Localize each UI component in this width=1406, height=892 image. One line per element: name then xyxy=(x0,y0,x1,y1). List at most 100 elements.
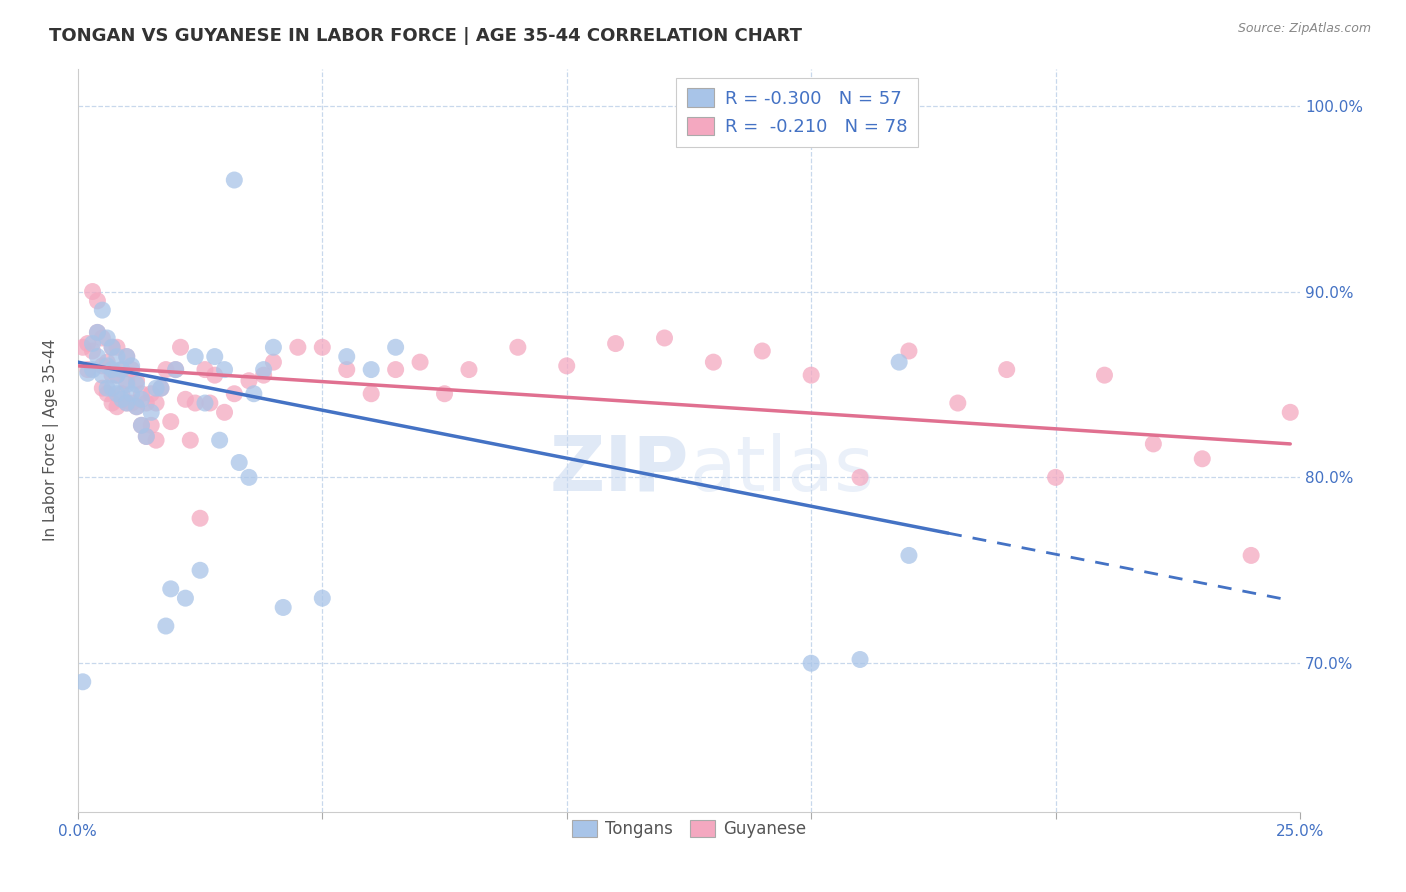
Point xyxy=(105,350,128,364)
Point xyxy=(76,336,98,351)
Point xyxy=(101,340,124,354)
Point xyxy=(135,429,157,443)
Point xyxy=(702,355,724,369)
Point xyxy=(149,381,172,395)
Point xyxy=(101,381,124,395)
Point xyxy=(198,396,221,410)
Point xyxy=(336,350,359,364)
Y-axis label: In Labor Force | Age 35-44: In Labor Force | Age 35-44 xyxy=(44,339,59,541)
Point xyxy=(262,340,284,354)
Point xyxy=(91,303,114,318)
Point xyxy=(82,362,104,376)
Point xyxy=(946,396,969,410)
Point xyxy=(238,470,260,484)
Point xyxy=(101,368,124,383)
Point xyxy=(111,362,134,376)
Point xyxy=(96,386,118,401)
Point xyxy=(72,340,94,354)
Point xyxy=(253,368,276,383)
Point xyxy=(228,455,250,469)
Point xyxy=(204,350,226,364)
Point xyxy=(82,336,104,351)
Point xyxy=(165,362,187,376)
Point xyxy=(91,381,114,395)
Point xyxy=(125,400,148,414)
Point xyxy=(131,418,153,433)
Point xyxy=(897,549,920,563)
Point xyxy=(654,331,676,345)
Point xyxy=(86,326,108,340)
Point xyxy=(1191,451,1213,466)
Point xyxy=(115,374,138,388)
Point xyxy=(96,359,118,373)
Point xyxy=(115,396,138,410)
Point xyxy=(751,343,773,358)
Point xyxy=(253,362,276,376)
Point xyxy=(91,368,114,383)
Point xyxy=(86,326,108,340)
Point xyxy=(96,355,118,369)
Point xyxy=(91,331,114,345)
Point xyxy=(800,657,823,671)
Point xyxy=(141,405,163,419)
Point xyxy=(145,396,167,410)
Point xyxy=(214,362,236,376)
Point xyxy=(188,511,211,525)
Point xyxy=(165,362,187,376)
Point xyxy=(224,173,246,187)
Point xyxy=(101,340,124,354)
Point xyxy=(145,381,167,395)
Point xyxy=(336,362,359,376)
Point xyxy=(159,415,181,429)
Point xyxy=(105,340,128,354)
Point xyxy=(82,343,104,358)
Point xyxy=(194,362,217,376)
Point xyxy=(179,433,201,447)
Point xyxy=(224,386,246,401)
Point xyxy=(174,392,197,407)
Point xyxy=(360,362,382,376)
Point xyxy=(184,396,207,410)
Point xyxy=(76,366,98,380)
Point xyxy=(1142,437,1164,451)
Point xyxy=(194,396,217,410)
Point xyxy=(131,392,153,407)
Text: atlas: atlas xyxy=(689,433,873,507)
Point xyxy=(105,400,128,414)
Point xyxy=(76,362,98,376)
Point xyxy=(1279,405,1302,419)
Point xyxy=(384,362,406,376)
Point xyxy=(86,293,108,308)
Point xyxy=(101,362,124,376)
Point xyxy=(458,362,481,376)
Point xyxy=(91,359,114,373)
Point xyxy=(184,350,207,364)
Point xyxy=(1094,368,1116,383)
Point xyxy=(311,340,333,354)
Point xyxy=(174,591,197,606)
Point xyxy=(897,343,920,358)
Point xyxy=(125,400,148,414)
Point xyxy=(995,362,1018,376)
Text: Source: ZipAtlas.com: Source: ZipAtlas.com xyxy=(1237,22,1371,36)
Point xyxy=(555,359,578,373)
Point xyxy=(101,396,124,410)
Point xyxy=(141,386,163,401)
Point xyxy=(287,340,309,354)
Text: ZIP: ZIP xyxy=(550,433,689,507)
Point xyxy=(262,355,284,369)
Point xyxy=(96,331,118,345)
Point xyxy=(169,340,191,354)
Point xyxy=(125,374,148,388)
Point xyxy=(105,368,128,383)
Point xyxy=(115,396,138,410)
Point xyxy=(155,362,177,376)
Point xyxy=(96,381,118,395)
Point xyxy=(115,350,138,364)
Point xyxy=(121,362,143,376)
Point xyxy=(121,396,143,410)
Point xyxy=(149,381,172,395)
Point xyxy=(800,368,823,383)
Point xyxy=(82,285,104,299)
Point xyxy=(111,386,134,401)
